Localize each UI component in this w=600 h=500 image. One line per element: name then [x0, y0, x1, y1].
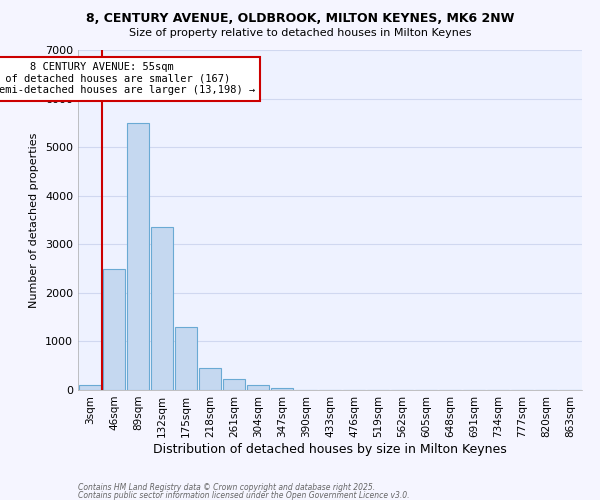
Bar: [223, 380, 245, 390]
Bar: [175, 327, 197, 390]
Bar: [151, 228, 173, 390]
Bar: [247, 385, 269, 390]
Text: Contains HM Land Registry data © Crown copyright and database right 2025.: Contains HM Land Registry data © Crown c…: [78, 484, 375, 492]
Bar: [199, 368, 221, 390]
Bar: [271, 388, 293, 390]
Y-axis label: Number of detached properties: Number of detached properties: [29, 132, 40, 308]
Bar: [79, 385, 101, 390]
Text: 8, CENTURY AVENUE, OLDBROOK, MILTON KEYNES, MK6 2NW: 8, CENTURY AVENUE, OLDBROOK, MILTON KEYN…: [86, 12, 514, 26]
Text: Contains public sector information licensed under the Open Government Licence v3: Contains public sector information licen…: [78, 490, 409, 500]
Text: Size of property relative to detached houses in Milton Keynes: Size of property relative to detached ho…: [129, 28, 471, 38]
Bar: [127, 123, 149, 390]
Bar: [103, 268, 125, 390]
X-axis label: Distribution of detached houses by size in Milton Keynes: Distribution of detached houses by size …: [153, 442, 507, 456]
Text: 8 CENTURY AVENUE: 55sqm
← 1% of detached houses are smaller (167)
99% of semi-de: 8 CENTURY AVENUE: 55sqm ← 1% of detached…: [0, 62, 255, 96]
